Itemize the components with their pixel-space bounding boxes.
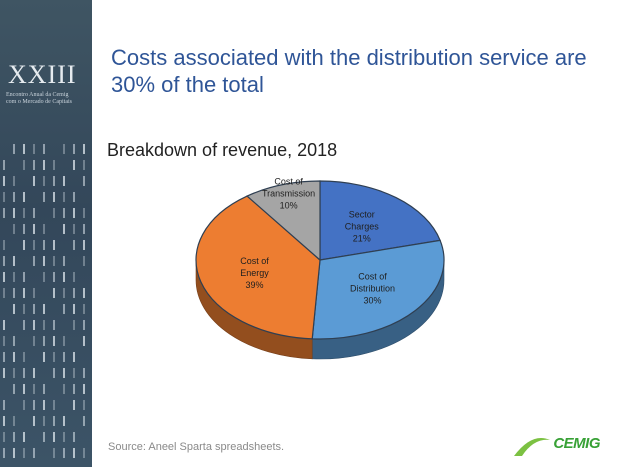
slice-sector-charges-name: Charges — [345, 222, 380, 232]
slide-title-line2: 30% of the total — [111, 72, 264, 97]
slice-sector-charges-label: Sector Charges 21% — [345, 210, 380, 244]
cemig-logo: CEMIG — [512, 430, 612, 460]
slice-cost-of-distribution-name: Distribution — [350, 284, 395, 294]
sidebar: XXIII Encontro Anual da Cemig com o Merc… — [0, 0, 92, 467]
building-pattern — [3, 144, 85, 458]
slice-sector-charges-value: 21% — [353, 234, 371, 244]
slice-cost-of-distribution-value: 30% — [363, 296, 381, 306]
slice-cost-of-distribution — [311, 239, 445, 340]
slice-cost-of-distribution-name: Cost of — [358, 272, 387, 282]
slice-cost-of-energy-value: 39% — [245, 280, 263, 290]
slice-cost-of-transmission-label: Cost of Transmission 10% — [262, 176, 315, 210]
source-note: Source: Aneel Sparta spreadsheets. — [108, 441, 285, 453]
brand-name: CEMIG — [553, 435, 600, 452]
slice-cost-of-distribution-label: Cost of Distribution 30% — [350, 272, 395, 306]
slice-sector-charges — [319, 180, 441, 261]
slide-title: Costs associated with the distribution s… — [111, 44, 606, 98]
slice-cost-of-energy — [195, 195, 321, 340]
slice-cost-of-energy-name: Energy — [240, 268, 269, 278]
logo-swoosh-icon — [514, 438, 550, 456]
slice-cost-of-transmission-value: 10% — [280, 200, 298, 210]
slice-cost-of-energy-label: Cost of Energy 39% — [240, 256, 269, 290]
slice-cost-of-transmission-name: Transmission — [262, 188, 315, 198]
slice-cost-of-transmission — [246, 180, 321, 262]
event-subtitle-line1: Encontro Anual da Cemig — [6, 92, 69, 98]
event-logo: XXIII — [8, 60, 77, 89]
slice-sector-charges-name: Sector — [349, 210, 375, 220]
chart-title: Breakdown of revenue, 2018 — [107, 140, 338, 160]
event-subtitle-line2: com o Mercado de Capitais — [6, 99, 72, 105]
slide-title-line1: Costs associated with the distribution s… — [111, 45, 587, 70]
slice-cost-of-energy-name: Cost of — [240, 256, 269, 266]
slice-cost-of-transmission-name: Cost of — [274, 176, 303, 186]
